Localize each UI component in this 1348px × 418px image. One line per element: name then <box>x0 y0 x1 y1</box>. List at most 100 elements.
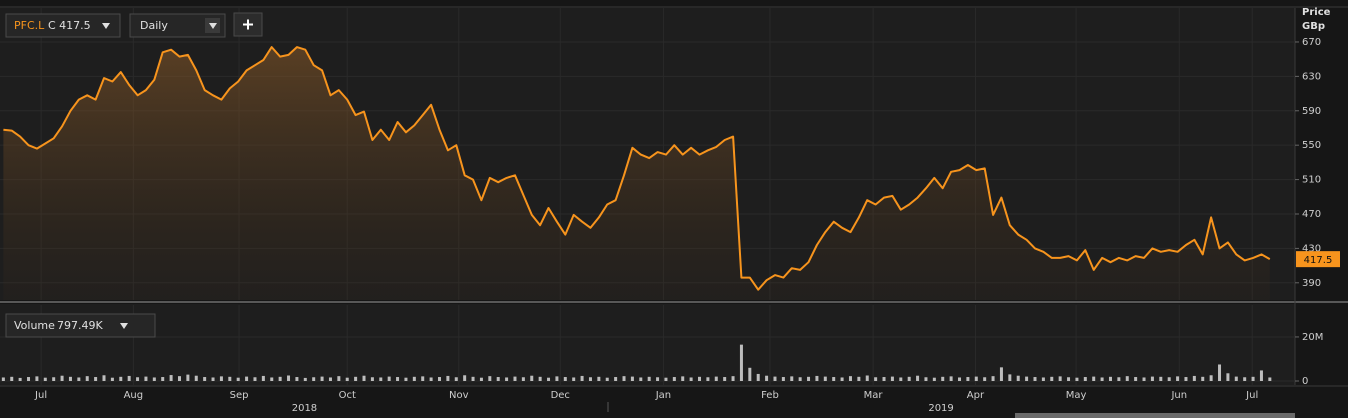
volume-bar <box>68 376 72 381</box>
volume-bar <box>1159 376 1163 381</box>
symbol-box[interactable] <box>5 13 121 38</box>
dropdown-arrow[interactable] <box>120 323 128 329</box>
volume-bar <box>1100 377 1104 381</box>
volume-bar <box>874 377 878 381</box>
dropdown-arrow[interactable] <box>209 23 217 29</box>
volume-bar <box>35 376 39 381</box>
marks <box>1 46 1272 381</box>
y-tick-label: 20M <box>1302 332 1323 343</box>
volume-bar <box>278 376 282 381</box>
x-tick-label: May <box>1066 390 1087 401</box>
volume-bar <box>1058 376 1062 381</box>
volume-bar <box>1008 374 1012 381</box>
volume-bar <box>1050 376 1054 381</box>
volume-bar <box>1108 376 1112 381</box>
volume-bar <box>698 376 702 381</box>
y-tick-label: 670 <box>1302 37 1321 48</box>
x-tick-label: Aug <box>124 390 144 401</box>
volume-bar <box>396 377 400 381</box>
volume-bar <box>345 377 349 381</box>
volume-bar <box>647 376 651 381</box>
symbol: PFC.L <box>14 19 45 32</box>
x-tick-label: Jul <box>1245 390 1258 401</box>
volume-bar <box>723 377 727 381</box>
volume-bar <box>236 377 240 381</box>
volume-bar <box>110 377 114 381</box>
volume-bar <box>1033 377 1037 381</box>
volume-bar <box>194 375 198 381</box>
volume-bar <box>144 376 148 381</box>
volume-bar <box>379 377 383 381</box>
price-line <box>3 46 1271 291</box>
add-icon[interactable] <box>243 19 253 30</box>
volume-bar <box>1251 376 1255 381</box>
volume-bar <box>161 377 165 381</box>
volume-bar <box>530 375 534 381</box>
volume-bar <box>463 375 467 381</box>
volume-bar <box>538 376 542 381</box>
volume-bar <box>949 376 953 381</box>
y-tick-label: 550 <box>1302 140 1321 151</box>
volume-bar <box>404 377 408 381</box>
volume-bar <box>773 376 777 381</box>
volume-bar <box>245 376 249 381</box>
volume-bar <box>1041 377 1045 381</box>
year-label: 2019 <box>928 403 953 414</box>
volume-bar <box>1226 373 1230 381</box>
volume-bar <box>547 377 551 381</box>
volume-bar <box>337 376 341 381</box>
volume-bar <box>320 376 324 381</box>
volume-bar <box>328 377 332 381</box>
volume-box[interactable] <box>5 313 156 338</box>
last-price-label: 417.5 <box>1304 255 1333 266</box>
volume-bar <box>815 375 819 381</box>
volume-bar <box>446 375 450 381</box>
volume-bar <box>630 376 634 381</box>
x-tick-label: Feb <box>761 390 779 401</box>
volume-bar <box>1268 377 1272 381</box>
volume-bar <box>672 377 676 381</box>
volume-bar <box>865 375 869 381</box>
volume-bar <box>10 376 14 381</box>
volume-bar <box>899 377 903 381</box>
scrollbar[interactable] <box>1015 413 1295 418</box>
volume-bar <box>228 376 232 381</box>
last-price-box <box>1296 251 1340 268</box>
volume-bar <box>488 376 492 381</box>
interval-box[interactable] <box>129 13 226 38</box>
volume-bar <box>261 375 265 381</box>
y-tick-label: 430 <box>1302 243 1321 254</box>
volume-bar <box>211 377 215 381</box>
x-tick-label: Jun <box>1170 390 1187 401</box>
volume-bar <box>739 344 743 381</box>
volume-bar <box>1234 376 1238 381</box>
volume-bar <box>496 377 500 381</box>
volume-bar <box>706 377 710 381</box>
volume-bar <box>790 376 794 381</box>
volume-bar <box>991 376 995 381</box>
volume-bar <box>1125 376 1129 381</box>
volume-bar <box>857 376 861 381</box>
volume-bar <box>1025 376 1029 381</box>
volume-bar <box>219 376 223 381</box>
volume-bar <box>471 376 475 381</box>
y-tick-label: 0 <box>1302 376 1308 387</box>
volume-bar <box>505 377 509 381</box>
volume-bar <box>362 375 366 381</box>
volume-bar <box>798 377 802 381</box>
volume-bar <box>916 375 920 381</box>
volume-bar <box>840 377 844 381</box>
dropdown-arrow[interactable] <box>102 23 110 29</box>
x-tick-label: Jan <box>655 390 671 401</box>
volume-bar <box>1142 377 1146 381</box>
volume-bar <box>119 376 123 381</box>
volume-bar <box>832 377 836 381</box>
volume-bar <box>421 376 425 381</box>
volume-bar <box>1243 377 1247 381</box>
volume-bar <box>27 377 31 381</box>
volume-bar <box>169 375 173 381</box>
volume-bar <box>983 377 987 381</box>
volume-bar <box>572 377 576 381</box>
volume-bar <box>748 367 752 381</box>
y-tick-label: 510 <box>1302 175 1321 186</box>
